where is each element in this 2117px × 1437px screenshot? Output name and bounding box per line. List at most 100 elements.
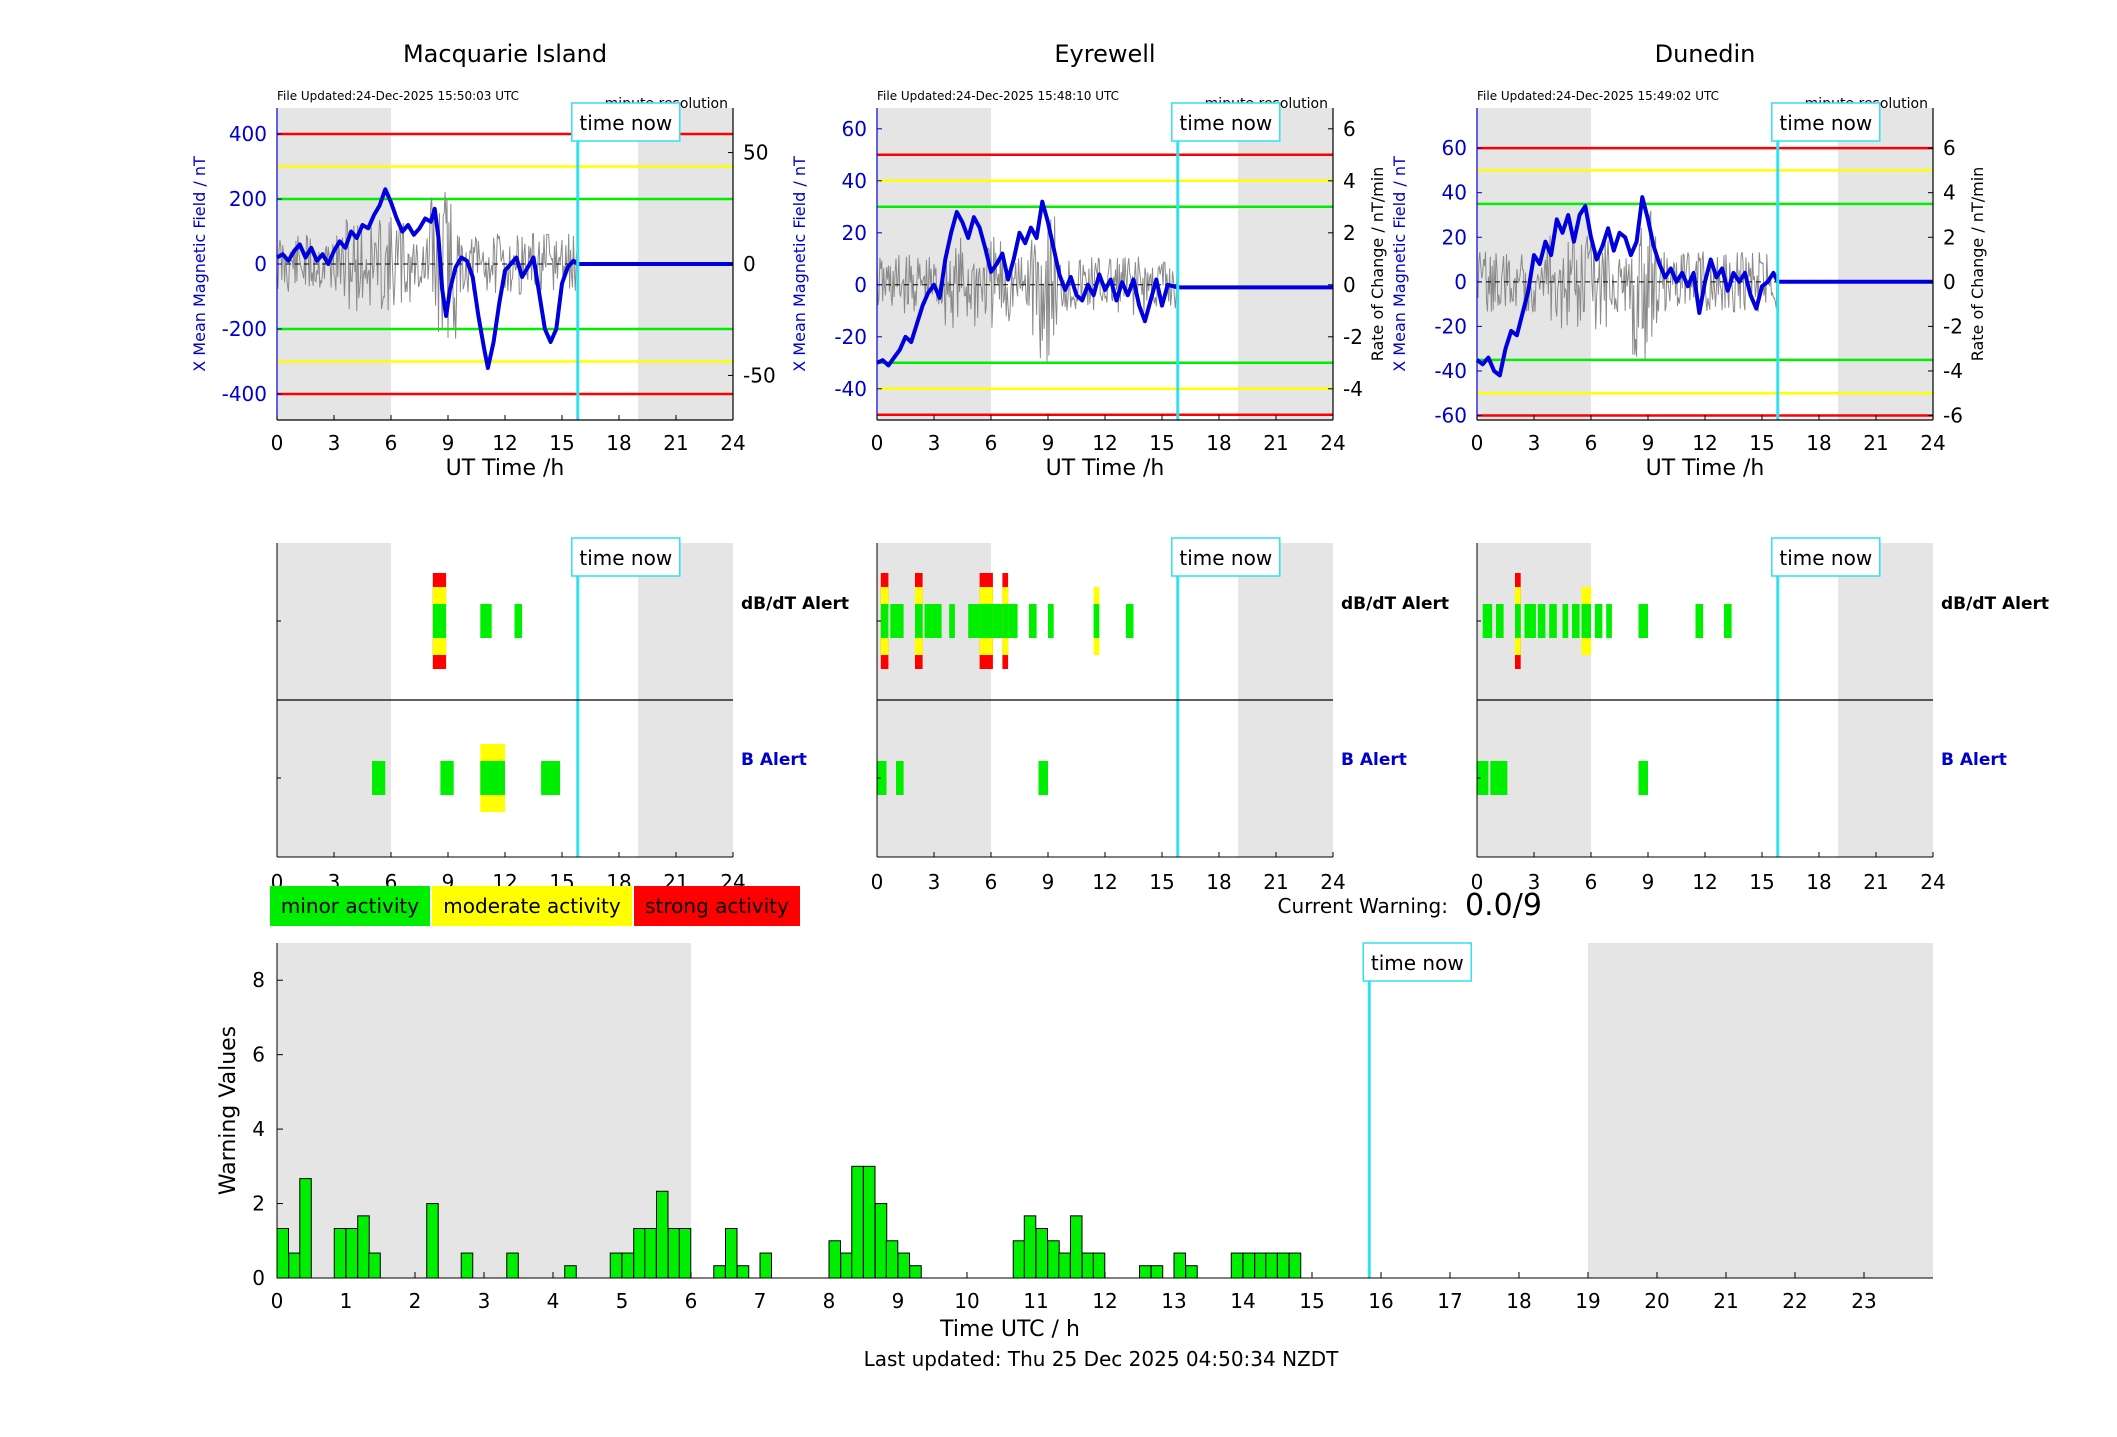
alert-x-tick-label: 15 [1749,870,1774,894]
legend-strong-swatch [634,886,800,926]
right-tick-label: 0 [1943,270,1956,294]
warning-bar [345,1227,359,1279]
x-tick-label: 0 [271,431,284,455]
alert-x-tick-label: 3 [928,870,941,894]
dbdt-alert-bar-minor [514,604,523,638]
dbdt-alert-label: dB/dT Alert [1941,594,2049,614]
right-tick-label: 0 [1343,273,1356,297]
alert-time-now-box [571,537,681,577]
alert-x-tick-label: 12 [1692,870,1717,894]
dbdt-alert-bar-minor [1581,604,1591,638]
left-axis-label: X Mean Magnetic Field / nT [190,156,209,372]
b-alert-bar-minor [372,761,386,795]
file-updated: File Updated:24-Dec-2025 15:50:03 UTC [277,89,519,103]
time-now-box [571,102,681,142]
alert-x-tick-label: 18 [1806,870,1831,894]
current-warning-value: 0.0/9 [1465,888,1542,923]
warning-bar [1185,1265,1198,1279]
warning-bar [1288,1252,1302,1279]
b-alert-label: B Alert [741,750,807,770]
alert-x-tick-label: 21 [1263,870,1288,894]
warning-bar [1012,1240,1026,1279]
b-alert-label: B Alert [1941,750,2007,770]
x-tick-label: 3 [928,431,941,455]
x-tick-label: 15 [1749,431,1774,455]
x-tick-label: 3 [328,431,341,455]
left-tick-label: -20 [1434,314,1467,338]
x-tick-label: 6 [385,431,398,455]
left-tick-label: 60 [1442,136,1467,160]
alert-time-now-label: time now [1779,546,1872,570]
x-tick-label: 6 [985,431,998,455]
time-now-label: time now [579,111,672,135]
warning-x-tick-label: 15 [1299,1289,1324,1313]
dbdt-alert-bar-minor [1537,604,1546,638]
warning-x-tick-label: 16 [1368,1289,1393,1313]
field-series-line [276,187,733,370]
x-axis-label: UT Time /h [446,456,565,481]
warning-bar [333,1227,347,1279]
x-tick-label: 3 [1528,431,1541,455]
x-axis-label: UT Time /h [1046,456,1165,481]
right-tick-label: -2 [1943,314,1963,338]
x-tick-label: 24 [1320,431,1345,455]
warning-bar [1081,1252,1095,1279]
dbdt-alert-bar-minor [1048,604,1054,638]
b-alert-bar-minor [1638,761,1648,795]
station-dunedin: Dunedin File Updated:24-Dec-2025 15:49:02… [1390,40,2049,894]
right-axis-label: Rate of Change / nT/min [1968,167,1987,362]
last-updated: Last updated: Thu 25 Dec 2025 04:50:34 N… [864,1347,1340,1371]
warning-bar [506,1252,519,1279]
alert-x-tick-label: 24 [1320,870,1345,894]
warning-bar [460,1252,474,1279]
dbdt-alert-bar-minor [480,604,492,638]
x-tick-label: 21 [663,431,688,455]
warning-bar [299,1178,312,1279]
x-tick-label: 15 [549,431,574,455]
warning-bar [1023,1215,1037,1279]
x-axis-label: UT Time /h [1646,456,1765,481]
x-tick-label: 18 [606,431,631,455]
warning-bar [1230,1252,1244,1279]
warning-night-shade [1588,943,1933,1278]
dbdt-alert-bar-minor [924,604,942,638]
x-tick-label: 15 [1149,431,1174,455]
alert-x-tick-label: 6 [985,870,998,894]
warning-y-tick-label: 6 [252,1043,265,1067]
legend-moderate-label: moderate activity [443,894,621,918]
dbdt-alert-bar-minor [1482,604,1493,638]
dbdt-alert-bar-minor [1029,604,1037,638]
time-now-box [1771,102,1881,142]
warning-x-tick-label: 8 [823,1289,836,1313]
warning-bar [1139,1265,1152,1279]
b-alert-bar-minor [896,761,904,795]
legend-minor-label: minor activity [281,894,419,918]
left-tick-label: 0 [254,252,267,276]
dbdt-alert-bar-minor [1572,604,1580,638]
right-tick-label: 6 [1943,136,1956,160]
x-tick-label: 24 [1920,431,1945,455]
warning-bar [1150,1265,1164,1279]
warning-bar [725,1227,738,1279]
dbdt-alert-bar-minor [1724,604,1732,638]
warning-bar [1277,1252,1290,1279]
warning-bar [1173,1252,1187,1279]
dbdt-alert-bar-minor [915,604,923,638]
x-tick-label: 24 [720,431,745,455]
right-tick-label: -50 [743,363,776,387]
warning-bar [1242,1252,1256,1279]
rate-of-change-trace [876,216,1178,362]
station-title: Eyrewell [1054,40,1155,68]
activity-legend: minor activity moderate activity strong … [270,886,800,926]
file-updated: File Updated:24-Dec-2025 15:49:02 UTC [1477,89,1719,103]
warning-bar [840,1252,853,1279]
night-shade [1238,108,1333,420]
left-axis-label: X Mean Magnetic Field / nT [790,156,809,372]
b-alert-bar-minor [1490,761,1508,795]
b-alert-bar-minor [877,761,887,795]
warning-bar [1058,1252,1071,1279]
warning-bar [1035,1227,1049,1279]
right-tick-label: 6 [1343,117,1356,141]
dbdt-alert-bar-minor [1695,604,1704,638]
b-alert-label: B Alert [1341,750,1407,770]
